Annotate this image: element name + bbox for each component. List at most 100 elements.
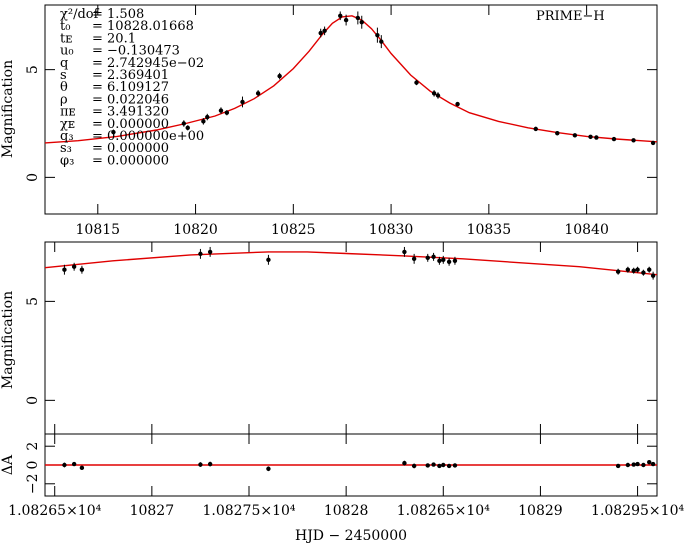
data-point [455,101,460,107]
param-name: s [60,68,67,83]
param-name: tᴇ [60,31,72,46]
data-point [437,463,442,469]
residual-panel-ylabel: ΔA [0,454,16,475]
data-point [441,462,446,468]
data-point [411,256,417,262]
model-curve [44,15,658,144]
param-name: q₃ [60,129,74,144]
data-point [635,461,640,467]
data-point [650,273,656,278]
prime-h-label: PRIME−H [536,9,605,24]
data-point [572,133,578,138]
data-point [615,463,621,469]
data-point [441,257,446,263]
data-point [437,258,442,264]
data-point [111,129,116,135]
data-point [555,131,560,136]
y-tick-label: 0 [25,396,41,405]
data-point [635,267,640,272]
middle-panel-ylabel: Magnification [0,291,16,389]
param-value: = 1.508 [92,7,144,22]
data-point [431,462,436,467]
y-tick-label: 5 [25,65,41,74]
data-point [205,114,210,120]
x-tick-label: 10820 [173,222,218,238]
param-value: = 0.000000e+00 [92,129,204,144]
data-point [402,249,407,255]
x-tick-label: 10825 [271,222,316,238]
param-value: = 2.369401 [92,68,169,83]
x-tick-label: 1.08295×10⁴ [591,503,684,519]
data-point [641,462,646,468]
data-point [375,32,380,38]
data-point [446,463,452,469]
data-point [79,267,85,272]
param-value: = 6.109127 [92,80,169,95]
param-name: s₃ [60,141,72,156]
data-point [425,255,430,261]
data-point [71,264,77,269]
data-point [641,270,646,275]
middle-panel: 0 5 Magnification [0,241,658,435]
x-tick-label: 10830 [369,222,414,238]
data-point [266,257,271,263]
param-value: = 0.000000 [92,153,169,168]
data-point [594,135,599,140]
x-tick-label: 1.08265×10⁴ [397,503,490,519]
data-point [425,463,430,468]
param-value: = 0.000000 [92,141,169,156]
data-point [414,80,419,85]
data-point [181,121,187,126]
x-tick-label: 10815 [76,222,121,238]
x-tick-label: 10827 [130,503,175,519]
data-point [446,259,452,264]
top-panel: 0 5 10815 10820 10825 10830 10835 10840 Magnifi… [0,4,658,238]
data-point [452,463,458,468]
y-tick-label: 0 [25,173,41,182]
model-curve [44,251,658,276]
data-point [338,13,343,18]
data-point [435,93,441,98]
data-point [79,465,85,471]
data-point [322,28,327,34]
data-point [411,463,417,469]
data-point [255,91,261,96]
data-point [625,462,631,468]
data-point [615,269,621,274]
data-point [240,99,245,105]
param-value: = 3.491320 [92,105,169,120]
data-point [198,251,203,257]
data-point [631,138,636,143]
data-point [431,91,437,96]
param-name: ρ [60,92,68,107]
param-name: χ²/dof [60,7,100,22]
data-point [71,461,77,467]
x-axis-title: HJD − 2450000 [295,528,407,544]
data-point [62,462,67,468]
data-point [201,119,206,124]
param-value: = −0.130473 [92,44,180,59]
y-tick-label: −2 [25,473,41,494]
data-point [452,258,458,264]
x-tick-label: 1.08275×10⁴ [202,503,295,519]
data-point [625,267,631,272]
data-point [185,125,190,131]
param-value: = 0.000000 [92,117,169,132]
data-point [207,461,213,467]
x-tick-label: 10829 [518,503,563,519]
param-name: t₀ [60,19,70,34]
param-name: χᴇ [60,117,75,132]
param-name: θ [60,80,68,95]
data-point [402,460,407,466]
data-point [533,126,538,132]
fit-parameters: χ²/dof= 1.508 t₀ = 10828.01668 tᴇ = 20.1 u₀ = … [60,7,204,168]
data-point [343,17,349,23]
data-point [198,462,203,467]
data-point [650,140,656,146]
y-tick-label: 2 [25,442,41,451]
param-name: q [60,56,68,71]
top-panel-frame [44,4,658,215]
param-name: u₀ [60,44,74,59]
data-point [355,15,361,21]
